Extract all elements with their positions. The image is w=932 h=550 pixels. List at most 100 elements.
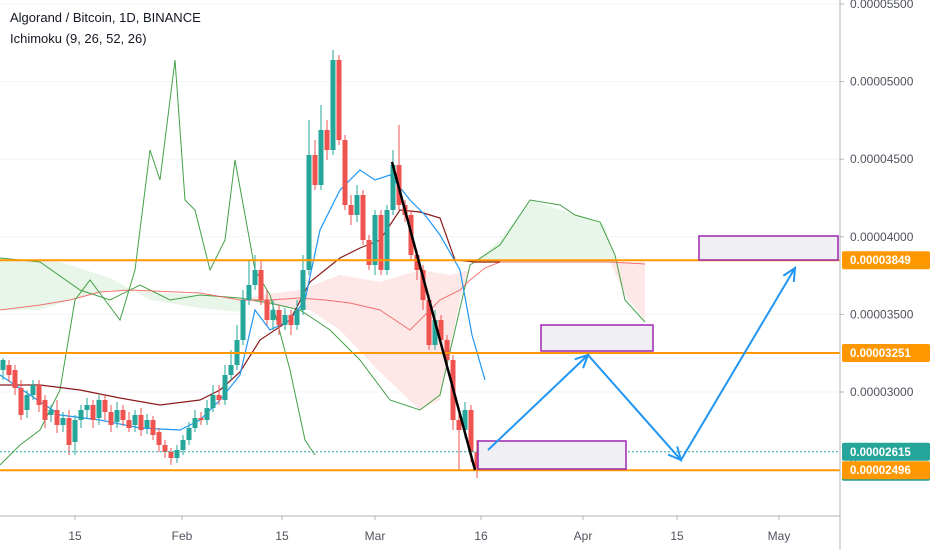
candle-body (12, 370, 18, 388)
candle-body (378, 215, 384, 270)
price-tag-label: 0.00003251 (850, 348, 911, 360)
price-tag-bg (842, 251, 930, 270)
candle-body (90, 405, 96, 420)
candle-body (360, 195, 366, 240)
candle-body (372, 215, 378, 265)
cloud-bull-left (0, 258, 240, 312)
candle-body (282, 315, 288, 325)
cloud-bear-right (610, 262, 645, 320)
price-tag-bg (842, 344, 930, 363)
candle-body (474, 452, 480, 468)
candle-body (168, 452, 174, 458)
arrow-head-2 (667, 446, 683, 462)
candle-body (456, 420, 462, 430)
candle-body (468, 410, 474, 452)
candle-body (84, 405, 90, 410)
candle-body (300, 270, 306, 310)
base-line (0, 209, 500, 406)
candle-body (24, 395, 30, 410)
candle-body (444, 340, 450, 360)
candle-body (426, 300, 432, 345)
candle-body (96, 400, 102, 418)
candle-body (228, 365, 234, 375)
span-a-line (0, 199, 646, 411)
candle-body (288, 315, 294, 325)
chart-title: Algorand / Bitcoin, 1D, BINANCE (10, 10, 201, 25)
candle-body (72, 420, 78, 442)
projection-path (487, 267, 796, 462)
candle-body (414, 255, 420, 270)
candle-body (48, 410, 54, 415)
candle-body (246, 285, 252, 300)
candle-body (420, 270, 426, 300)
candle-body (18, 388, 24, 415)
target-box-3 (698, 235, 839, 261)
candle-body (60, 418, 66, 425)
candle-body (120, 410, 126, 420)
candle-body (150, 420, 156, 435)
x-tick-label: 16 (474, 529, 488, 543)
candle-body (204, 408, 210, 420)
candle-body (384, 210, 390, 270)
candle-body (222, 375, 228, 400)
y-tick-label: 0.00005000 (850, 75, 914, 89)
x-tick-label: Feb (172, 529, 193, 543)
candle-body (30, 385, 36, 395)
candle-body (438, 320, 444, 340)
span-b-line (0, 261, 646, 331)
price-tag-bg (842, 442, 930, 461)
candle-body (354, 195, 360, 215)
x-tick-label: May (768, 529, 791, 543)
candle-body (174, 450, 180, 458)
candle-body (36, 385, 42, 405)
candle-body (54, 410, 60, 425)
candle-body (390, 165, 396, 210)
trend-line (390, 161, 477, 471)
candle-body (126, 420, 132, 428)
candle-body (324, 130, 330, 150)
x-tick-label: Apr (574, 529, 593, 543)
candle-body (108, 412, 114, 425)
candle-body (66, 418, 72, 445)
candle-body (252, 270, 258, 285)
candle-body (432, 320, 438, 345)
candle-body (162, 445, 168, 452)
candle-body (318, 130, 324, 185)
target-box-1 (477, 440, 627, 470)
candle-body (114, 410, 120, 422)
arrow-head-1 (574, 353, 590, 369)
y-tick-label: 0.00004500 (850, 152, 914, 166)
candle-body (156, 432, 162, 445)
x-tick-label: 15 (68, 529, 82, 543)
y-tick-label: 0.00003000 (850, 385, 914, 399)
arrow-head-3 (782, 266, 797, 283)
candle-body (42, 400, 48, 420)
x-tick-label: 15 (275, 529, 289, 543)
candle-body (342, 140, 348, 205)
candle-body (336, 60, 342, 140)
price-tag-label: 0.00003849 (850, 255, 911, 267)
candle-body (270, 310, 276, 320)
price-tag-label: 0.00002496 (850, 465, 911, 477)
candle-body (210, 395, 216, 408)
candle-body (306, 155, 312, 270)
candle-body (462, 410, 468, 430)
price-tags: 0.000038490.000032510.0000261513:07:490.… (842, 251, 930, 481)
candle-body (264, 300, 270, 320)
drawings[interactable] (0, 161, 840, 472)
x-tick-label: 15 (670, 529, 684, 543)
candle-body (102, 400, 108, 412)
candle-body (366, 240, 372, 265)
candle-body (240, 300, 246, 340)
candle-body (180, 440, 186, 450)
candle-body (330, 60, 336, 150)
candle-body (6, 365, 12, 375)
candle-body (258, 270, 264, 300)
candle-body (312, 155, 318, 185)
price-tag-bg (842, 461, 930, 480)
candle-body (78, 410, 84, 420)
x-tick-label: Mar (365, 529, 386, 543)
